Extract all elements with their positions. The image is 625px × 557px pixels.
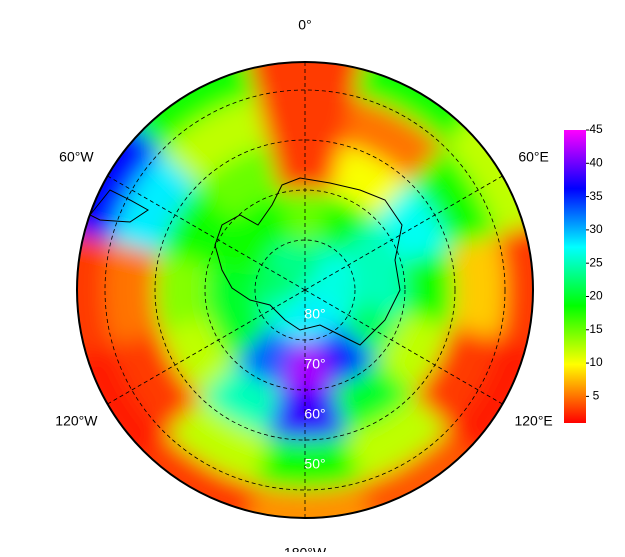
field-cell xyxy=(263,140,347,194)
colorbar: 5 10 15 20 25 30 35 40 45 xyxy=(564,122,603,423)
field-cell xyxy=(341,394,449,485)
field-cell xyxy=(305,290,354,326)
lon-line xyxy=(304,175,503,291)
lon-line xyxy=(107,175,306,291)
field-cell xyxy=(110,326,201,434)
field-cell xyxy=(256,290,305,326)
field-cell xyxy=(305,254,354,290)
field-cell xyxy=(207,218,271,278)
field-cell xyxy=(353,262,405,318)
lon-line xyxy=(107,289,306,405)
lat-circle xyxy=(104,89,506,491)
field-cell xyxy=(339,218,403,278)
field-cell xyxy=(277,338,333,390)
field-cell xyxy=(263,386,347,440)
field-cell xyxy=(159,314,236,398)
lon-label: 0° xyxy=(298,17,311,33)
colorbar-label: 40 xyxy=(589,155,603,169)
lon-label: 60°W xyxy=(59,149,94,165)
field-cell xyxy=(205,262,257,318)
field-cell xyxy=(374,182,451,266)
colorbar-label: 25 xyxy=(589,255,603,269)
field-cell xyxy=(249,434,361,490)
field-cell xyxy=(305,276,355,304)
map-border xyxy=(76,61,534,519)
field-cell xyxy=(236,62,374,98)
colorbar-label: 10 xyxy=(589,355,603,369)
colorbar-label: 35 xyxy=(589,189,603,203)
lat-label: 70° xyxy=(304,356,325,372)
field-cell xyxy=(449,234,505,346)
lat-label: 60° xyxy=(304,406,325,422)
coastline xyxy=(89,189,149,223)
field-cell xyxy=(497,221,533,359)
field-cell xyxy=(255,276,305,304)
field-cell xyxy=(197,144,281,221)
field-cell xyxy=(401,248,455,332)
field-cell xyxy=(269,290,305,339)
field-cell xyxy=(249,89,361,146)
colorbar-label: 45 xyxy=(589,122,603,136)
colorbar-bar xyxy=(564,130,586,423)
lon-label: 60°E xyxy=(518,149,549,165)
field-cell xyxy=(317,192,377,256)
field-cell xyxy=(161,394,269,485)
colorbar-label: 15 xyxy=(589,322,603,336)
labels: 80° 70° 60° 50° 0° 60°E 120°E 180°W 120°W 60°W xyxy=(55,17,552,557)
field-cell xyxy=(233,192,293,256)
field-cell xyxy=(341,95,449,186)
field-cell xyxy=(104,234,161,346)
lon-label: 120°W xyxy=(55,413,98,429)
lon-line xyxy=(304,289,503,405)
colorbar-label: 20 xyxy=(589,289,603,303)
field-cell xyxy=(77,221,113,359)
lon-label: 180°W xyxy=(284,545,327,552)
colorbar-label: 30 xyxy=(589,222,603,236)
lat-circle xyxy=(154,139,456,441)
field-cell xyxy=(409,326,500,434)
lon-label: 120°E xyxy=(514,413,552,429)
field-cell xyxy=(207,302,271,362)
colorbar-label: 5 xyxy=(593,389,600,403)
field-cell xyxy=(269,241,305,290)
field-cell xyxy=(305,290,341,339)
field-cell xyxy=(305,241,341,290)
coastline xyxy=(214,177,403,346)
field-cell xyxy=(329,359,413,436)
field-cell xyxy=(154,248,209,332)
field-cell xyxy=(236,482,374,518)
lat-label: 80° xyxy=(304,306,325,322)
field-cell xyxy=(409,146,500,254)
field-cell xyxy=(161,95,269,186)
field-cell xyxy=(317,324,377,388)
field-cell xyxy=(277,190,333,242)
field-cell xyxy=(110,146,201,254)
field-cell xyxy=(233,324,293,388)
lat-label: 50° xyxy=(304,456,325,472)
graticule xyxy=(104,62,506,518)
field-cell xyxy=(256,254,305,290)
